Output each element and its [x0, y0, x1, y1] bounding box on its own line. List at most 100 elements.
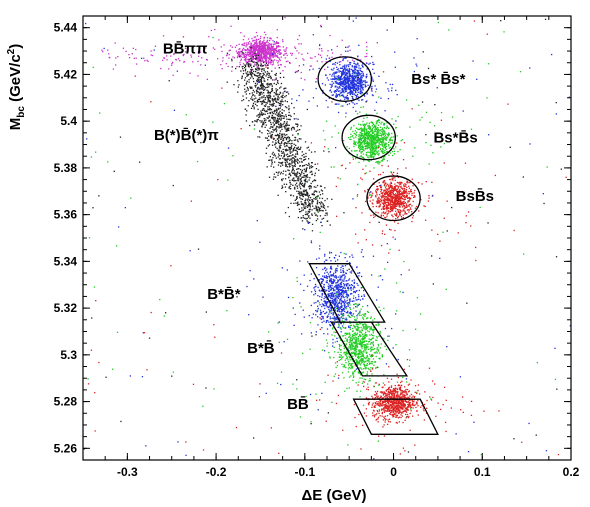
scatter-point [295, 57, 297, 59]
scatter-point [325, 312, 327, 314]
scatter-point [365, 137, 368, 139]
scatter-point [282, 138, 285, 140]
scatter-point [316, 200, 319, 202]
scatter-point [348, 72, 350, 74]
scatter-point [274, 155, 277, 157]
scatter-point [276, 42, 278, 45]
scatter-point [372, 137, 374, 139]
scatter-point [289, 182, 291, 184]
scatter-point [361, 77, 363, 79]
scatter-point [378, 205, 381, 207]
scatter-point [388, 127, 390, 129]
scatter-point [326, 55, 329, 57]
scatter-point [337, 68, 340, 70]
scatter-point [340, 94, 343, 97]
scatter-point [363, 158, 365, 160]
scatter-point [344, 74, 347, 76]
scatter-point [368, 122, 370, 124]
scatter-point [278, 140, 280, 142]
scatter-point [268, 55, 271, 57]
scatter-point [285, 122, 288, 125]
scatter-point [302, 89, 304, 91]
scatter-point [289, 139, 291, 142]
scatter-point [446, 200, 448, 202]
scatter-point [271, 161, 273, 164]
scatter-point [396, 195, 398, 197]
scatter-point [261, 57, 264, 59]
scatter-point [390, 189, 392, 191]
scatter-point [345, 253, 347, 255]
scatter-point [309, 197, 312, 199]
scatter-point [404, 185, 407, 187]
scatter-point [269, 92, 271, 94]
scatter-point [273, 116, 275, 119]
scatter-point [421, 183, 423, 185]
scatter-point [263, 39, 265, 41]
scatter-point [306, 193, 309, 196]
scatter-point [362, 83, 364, 86]
scatter-point [345, 66, 348, 68]
scatter-point [285, 137, 287, 139]
scatter-point [305, 205, 307, 207]
scatter-point [246, 75, 248, 77]
scatter-point [282, 157, 284, 159]
scatter-point [275, 105, 277, 107]
scatter-point [329, 285, 331, 288]
scatter-point [360, 92, 362, 94]
scatter-point [354, 66, 356, 68]
scatter-point [273, 176, 275, 178]
scatter-point [299, 195, 301, 197]
scatter-point [390, 210, 392, 212]
scatter-point [353, 286, 355, 288]
scatter-point [300, 77, 302, 79]
scatter-point [277, 60, 280, 62]
scatter-point [326, 316, 329, 318]
scatter-point [373, 63, 375, 65]
scatter-point [367, 197, 369, 199]
scatter-point [330, 91, 333, 93]
scatter-point [393, 171, 395, 174]
scatter-point [375, 152, 377, 154]
scatter-point [239, 54, 242, 57]
scatter-point [257, 53, 260, 55]
scatter-point [264, 48, 267, 50]
scatter-point [353, 125, 355, 127]
scatter-point [375, 150, 377, 152]
scatter-point [256, 35, 259, 37]
scatter-point [393, 190, 395, 193]
scatter-point [355, 96, 357, 98]
scatter-point [371, 145, 374, 147]
scatter-point [230, 25, 232, 27]
scatter-point [419, 119, 421, 121]
scatter-point [314, 151, 316, 153]
scatter-point [278, 137, 280, 139]
scatter-point [267, 106, 269, 108]
scatter-point [382, 199, 384, 201]
scatter-point [309, 208, 311, 210]
scatter-point [361, 151, 363, 153]
scatter-point [390, 142, 392, 144]
scatter-point [284, 16, 286, 19]
scatter-point [318, 67, 320, 70]
scatter-point [245, 120, 248, 122]
scatter-point [297, 118, 299, 120]
scatter-point [297, 180, 300, 182]
scatter-point [359, 143, 361, 145]
scatter-point [284, 149, 286, 151]
scatter-point [366, 154, 368, 157]
scatter-point [277, 82, 279, 85]
scatter-point [306, 213, 308, 215]
scatter-point [387, 194, 389, 196]
scatter-point [277, 141, 279, 143]
scatter-point [244, 49, 246, 51]
scatter-point [373, 145, 376, 147]
scatter-point [353, 84, 355, 86]
scatter-point [303, 186, 305, 188]
scatter-point [245, 93, 247, 95]
scatter-point [272, 39, 274, 42]
scatter-point [285, 130, 287, 132]
scatter-point [256, 49, 258, 51]
scatter-point [271, 87, 273, 90]
scatter-point [372, 152, 375, 154]
scatter-point [246, 63, 248, 65]
